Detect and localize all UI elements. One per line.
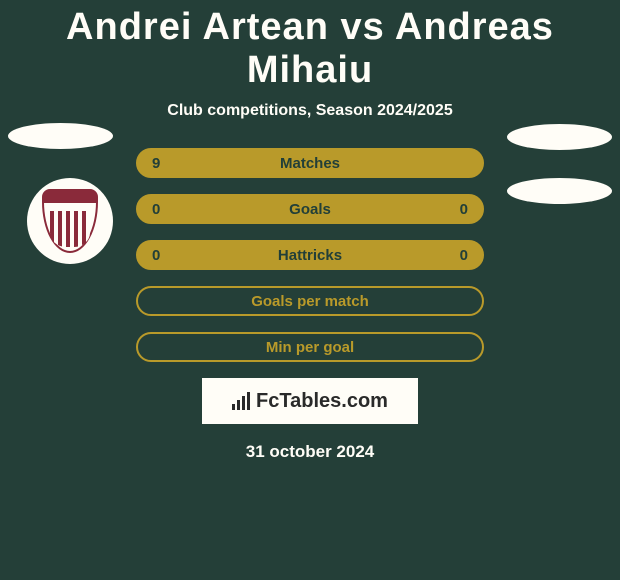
- club-badge: [20, 178, 120, 264]
- bar-chart-icon: [232, 392, 250, 410]
- page-title: Andrei Artean vs Andreas Mihaiu: [0, 0, 620, 92]
- stat-label: Goals per match: [172, 293, 448, 310]
- stat-value-left: 0: [152, 201, 172, 218]
- stat-label: Min per goal: [172, 339, 448, 356]
- stat-value-right: 0: [448, 201, 468, 218]
- stat-value-right: 0: [448, 247, 468, 264]
- stat-value-left: 0: [152, 247, 172, 264]
- stat-label: Hattricks: [172, 247, 448, 264]
- comparison-bars: 9 Matches 0 Goals 0 0 Hattricks 0 Goals …: [136, 148, 484, 362]
- club-badge-circle: [27, 178, 113, 264]
- stat-bar-min-per-goal: Min per goal: [136, 332, 484, 362]
- stat-bar-hattricks: 0 Hattricks 0: [136, 240, 484, 270]
- stat-bar-goals: 0 Goals 0: [136, 194, 484, 224]
- subtitle: Club competitions, Season 2024/2025: [0, 102, 620, 120]
- club-badge-shield: [42, 189, 98, 253]
- stat-label: Goals: [172, 201, 448, 218]
- source-logo-text: FcTables.com: [256, 390, 388, 413]
- stat-bar-matches: 9 Matches: [136, 148, 484, 178]
- club-badge-stripes: [50, 211, 90, 247]
- stat-value-left: 9: [152, 155, 172, 172]
- player-left-placeholder: [8, 123, 113, 149]
- date-label: 31 october 2024: [0, 442, 620, 462]
- stat-bar-goals-per-match: Goals per match: [136, 286, 484, 316]
- source-logo: FcTables.com: [202, 378, 418, 424]
- player-right-placeholder-2: [507, 178, 612, 204]
- player-right-placeholder-1: [507, 124, 612, 150]
- stat-label: Matches: [172, 155, 448, 172]
